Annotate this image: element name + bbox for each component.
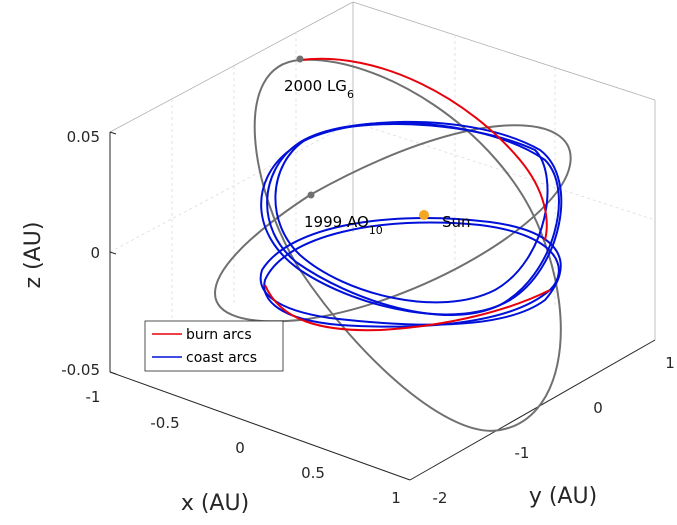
z-tick-label: -0.05 (61, 361, 100, 379)
sun-marker (419, 210, 429, 220)
x-axis-label: x (AU) (181, 491, 249, 516)
legend-box (144, 320, 284, 372)
legend-label-coast: coast arcs (186, 350, 257, 366)
burn-arcs (264, 57, 551, 332)
y-tick-labels: -2 -1 0 1 (433, 354, 675, 507)
z-tick-label: 0 (90, 244, 100, 262)
coast-arcs (259, 120, 563, 328)
y-tick-label: 0 (593, 399, 603, 417)
orbit-2000-lg6 (253, 58, 562, 432)
z-tick-label: 0.05 (67, 128, 100, 146)
x-tick-label: 0.5 (301, 464, 325, 482)
y-tick-label: 1 (665, 354, 675, 372)
legend-label-burn: burn arcs (186, 327, 252, 343)
axes-box (109, 1, 656, 372)
z-axis-label: z (AU) (21, 222, 46, 289)
asteroid-orbits (214, 58, 572, 432)
marker-1999-ao10 (307, 191, 315, 199)
grid-lines (109, 32, 656, 339)
marker-2000-lg6 (296, 55, 304, 63)
x-tick-label: 1 (391, 489, 401, 507)
legend: burn arcs coast arcs (144, 320, 284, 372)
z-tick-labels: 0.05 0 -0.05 (61, 128, 100, 379)
label-1999-ao10: 1999 AO10 (304, 213, 383, 237)
orbit-1999-ao10 (214, 124, 572, 323)
y-axis-label: y (AU) (529, 484, 597, 509)
x-tick-label: 0 (235, 439, 245, 457)
y-tick-label: -1 (515, 444, 530, 462)
x-tick-labels: -1 -0.5 0 0.5 1 (86, 388, 401, 507)
label-sun: Sun (442, 213, 471, 231)
x-tick-label: -0.5 (150, 414, 179, 432)
y-tick-label: -2 (433, 489, 448, 507)
label-2000-lg6: 2000 LG6 (284, 77, 354, 101)
z-tick-marks (109, 131, 117, 375)
x-tick-label: -1 (86, 388, 101, 406)
